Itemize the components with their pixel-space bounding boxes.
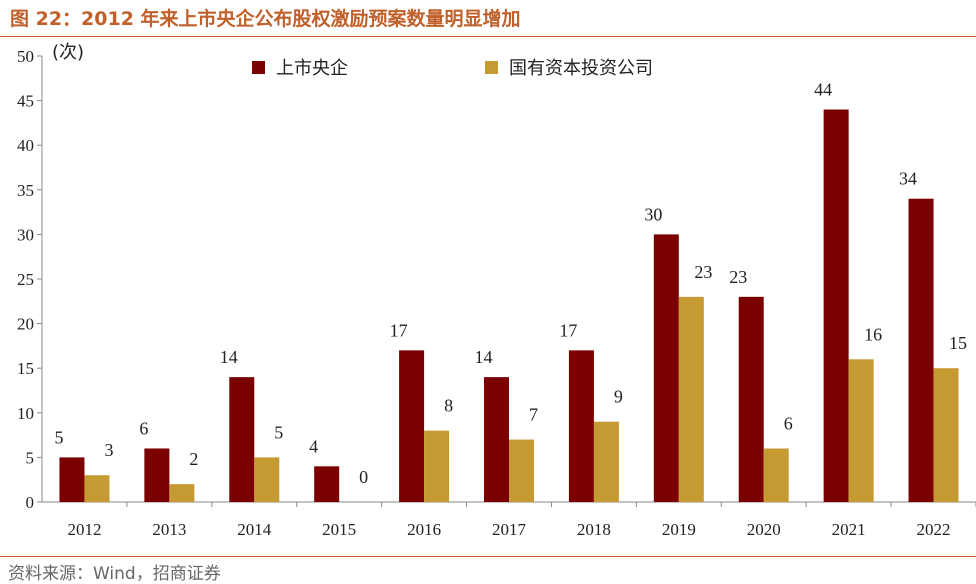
y-tick-label: 30 <box>17 225 34 244</box>
bar-series2-2021 <box>848 359 874 502</box>
legend-label: 国有资本投资公司 <box>509 58 653 79</box>
bar-series1-2022 <box>908 198 934 502</box>
data-label: 6 <box>784 413 793 433</box>
data-label: 7 <box>529 405 538 425</box>
data-label: 14 <box>475 347 493 367</box>
x-tick-label: 2013 <box>152 520 186 539</box>
data-label: 30 <box>644 204 662 224</box>
bar-series1-2019 <box>653 234 679 502</box>
x-tick-label: 2019 <box>662 520 696 539</box>
bar-series1-2020 <box>738 296 764 502</box>
x-tick-label: 2020 <box>747 520 781 539</box>
data-label: 17 <box>559 320 577 340</box>
bar-series1-2018 <box>568 350 594 502</box>
data-label: 14 <box>220 347 238 367</box>
figure-title: 图 22：2012 年来上市央企公布股权激励预案数量明显增加 <box>10 8 521 30</box>
bar-series1-2013 <box>144 448 170 502</box>
x-tick-label: 2017 <box>492 520 527 539</box>
footer-divider <box>0 556 976 557</box>
data-labels: 5 3 6 2 14 5 4 0 17 8 14 7 17 9 30 23 23 6 44 16 34 15 <box>54 80 967 487</box>
data-label: 44 <box>814 80 832 100</box>
legend-swatch <box>252 61 265 74</box>
data-label: 23 <box>729 267 747 287</box>
bar-series2-2014 <box>254 457 280 502</box>
bar-series1-2021 <box>823 109 849 503</box>
bar-series2-2013 <box>169 484 195 502</box>
data-label: 9 <box>614 387 623 407</box>
data-label: 17 <box>390 320 408 340</box>
title-divider <box>0 36 976 37</box>
y-tick-label: 20 <box>17 315 34 334</box>
data-label: 6 <box>139 418 148 438</box>
data-label: 3 <box>104 440 113 460</box>
bar-series1-2016 <box>399 350 425 502</box>
bar-series2-2017 <box>509 439 534 502</box>
y-tick-label: 45 <box>17 92 34 111</box>
data-label: 5 <box>54 427 63 447</box>
y-tick-label: 50 <box>17 47 34 66</box>
x-tick-label: 2016 <box>407 520 441 539</box>
bar-series2-2012 <box>84 475 110 502</box>
y-tick-label: 10 <box>17 404 34 423</box>
x-tick-label: 2021 <box>832 520 866 539</box>
data-label: 8 <box>444 396 453 416</box>
bar-series2-2016 <box>424 430 450 502</box>
y-axis-label: (次) <box>52 42 84 63</box>
data-label: 5 <box>274 422 283 442</box>
x-tick-label: 2012 <box>67 520 101 539</box>
bar-series1-2015 <box>314 466 340 502</box>
y-tick-label: 15 <box>17 359 34 378</box>
x-tick-label: 2014 <box>237 520 272 539</box>
y-tick-label: 35 <box>17 181 34 200</box>
x-tick-label: 2018 <box>577 520 611 539</box>
bar-series2-2018 <box>593 421 619 502</box>
data-label: 23 <box>694 262 712 282</box>
y-tick-label: 5 <box>26 448 35 467</box>
y-tick-label: 25 <box>17 270 34 289</box>
bar-series2-2020 <box>763 448 789 502</box>
legend-swatch <box>485 61 498 74</box>
source-note: 资料来源：Wind，招商证券 <box>8 564 221 584</box>
x-tick-label: 2015 <box>322 520 356 539</box>
legend-label: 上市央企 <box>276 58 348 79</box>
bars <box>59 109 959 503</box>
legend: 上市央企 国有资本投资公司 <box>252 58 653 79</box>
data-label: 15 <box>949 333 967 353</box>
data-label: 4 <box>309 436 318 456</box>
data-label: 16 <box>864 324 882 344</box>
bar-series1-2012 <box>59 457 85 502</box>
bar-series1-2014 <box>229 377 255 502</box>
bar-series1-2017 <box>484 377 509 502</box>
bar-series2-2022 <box>933 368 959 502</box>
y-tick-label: 0 <box>26 493 35 512</box>
data-label: 0 <box>359 467 368 487</box>
data-label: 2 <box>189 449 198 469</box>
x-tick-label: 2022 <box>917 520 951 539</box>
y-tick-label: 40 <box>17 136 34 155</box>
data-label: 34 <box>899 169 917 189</box>
bar-series2-2019 <box>678 296 704 502</box>
